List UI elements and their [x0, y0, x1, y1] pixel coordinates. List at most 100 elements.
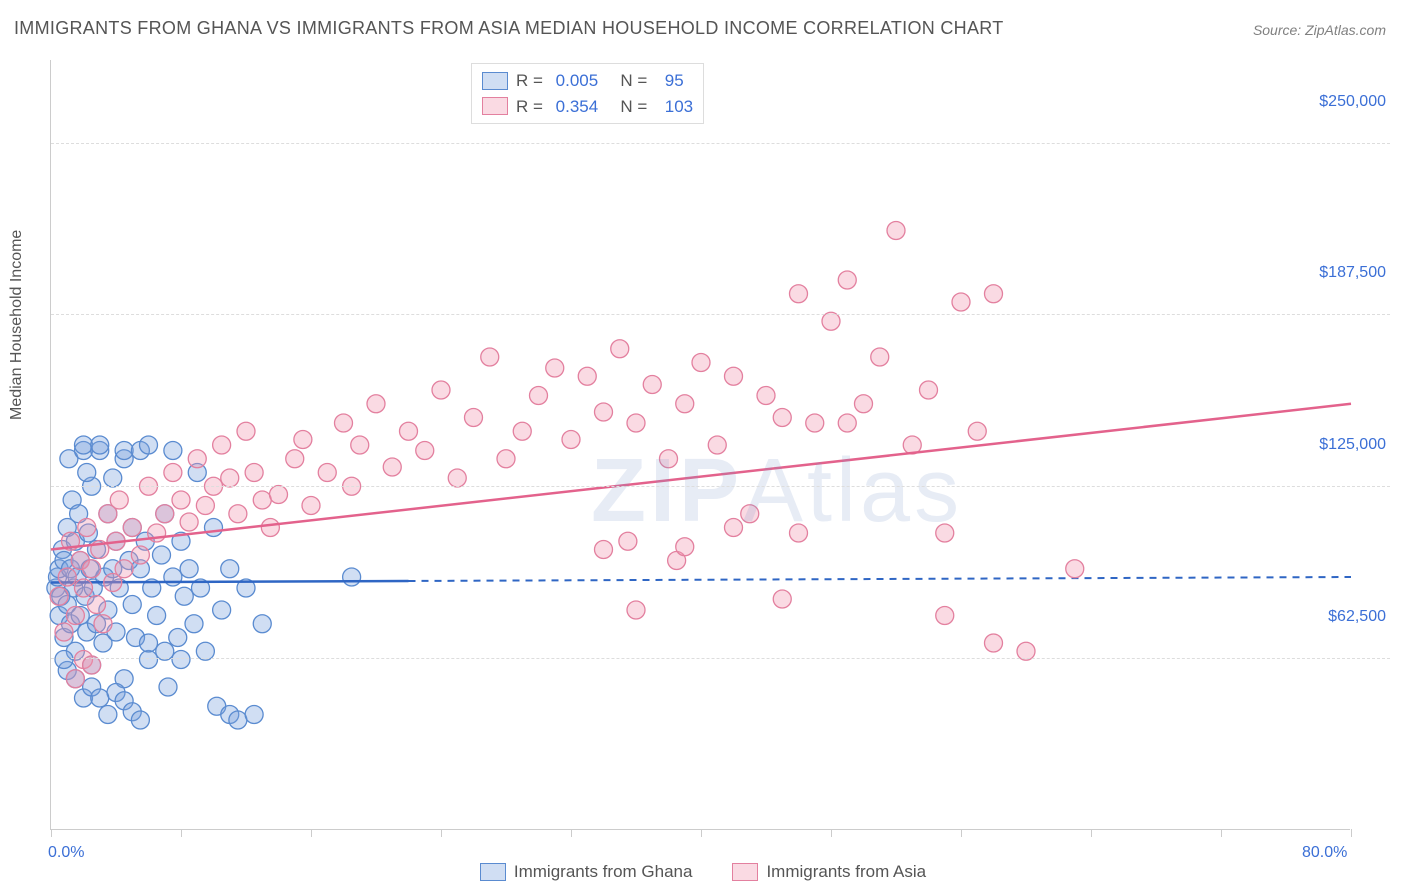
- scatter-point: [790, 524, 808, 542]
- y-tick-label: $250,000: [1319, 93, 1386, 111]
- legend-row: R = 0.005 N = 95: [482, 68, 693, 94]
- scatter-point: [131, 546, 149, 564]
- scatter-point: [221, 560, 239, 578]
- scatter-point: [94, 615, 112, 633]
- scatter-point: [50, 587, 68, 605]
- legend-item: Immigrants from Ghana: [480, 862, 693, 882]
- scatter-point: [140, 651, 158, 669]
- x-tick: [311, 829, 312, 837]
- scatter-point: [153, 546, 171, 564]
- scatter-point: [75, 436, 93, 454]
- scatter-point: [221, 469, 239, 487]
- scatter-point: [148, 607, 166, 625]
- scatter-svg: [51, 60, 1350, 829]
- scatter-point: [335, 414, 353, 432]
- scatter-point: [725, 367, 743, 385]
- x-tick-label: 0.0%: [48, 844, 84, 862]
- scatter-point: [115, 560, 133, 578]
- scatter-point: [887, 222, 905, 240]
- scatter-point: [180, 513, 198, 531]
- scatter-point: [741, 505, 759, 523]
- scatter-point: [286, 450, 304, 468]
- scatter-point: [936, 524, 954, 542]
- gridline: [51, 658, 1390, 659]
- x-tick: [831, 829, 832, 837]
- scatter-point: [871, 348, 889, 366]
- scatter-point: [164, 464, 182, 482]
- scatter-point: [619, 532, 637, 550]
- scatter-point: [205, 519, 223, 537]
- trend-line-dashed: [409, 577, 1352, 581]
- scatter-point: [164, 442, 182, 460]
- scatter-point: [692, 354, 710, 372]
- scatter-point: [757, 387, 775, 405]
- legend-label: Immigrants from Ghana: [514, 862, 693, 882]
- legend-label: Immigrants from Asia: [766, 862, 926, 882]
- scatter-point: [968, 422, 986, 440]
- scatter-point: [643, 376, 661, 394]
- scatter-point: [131, 711, 149, 729]
- scatter-point: [660, 450, 678, 468]
- scatter-point: [465, 409, 483, 427]
- x-tick: [1091, 829, 1092, 837]
- scatter-point: [790, 285, 808, 303]
- scatter-point: [595, 403, 613, 421]
- x-tick-label: 80.0%: [1302, 844, 1347, 862]
- scatter-point: [448, 469, 466, 487]
- scatter-point: [188, 450, 206, 468]
- scatter-point: [432, 381, 450, 399]
- scatter-point: [164, 568, 182, 586]
- scatter-point: [838, 414, 856, 432]
- scatter-point: [91, 689, 109, 707]
- x-tick: [51, 829, 52, 837]
- scatter-point: [83, 560, 101, 578]
- scatter-point: [838, 271, 856, 289]
- legend-swatch: [482, 97, 508, 115]
- x-tick: [701, 829, 702, 837]
- scatter-point: [196, 497, 214, 515]
- scatter-point: [58, 568, 76, 586]
- y-tick-label: $62,500: [1328, 608, 1386, 626]
- series-legend: Immigrants from Ghana Immigrants from Asi…: [0, 862, 1406, 882]
- legend-swatch: [482, 72, 508, 90]
- scatter-point: [88, 596, 106, 614]
- scatter-point: [172, 651, 190, 669]
- scatter-point: [1066, 560, 1084, 578]
- y-tick-label: $125,000: [1319, 436, 1386, 454]
- scatter-point: [773, 590, 791, 608]
- scatter-point: [595, 541, 613, 559]
- correlation-stats-legend: R = 0.005 N = 95R = 0.354 N = 103: [471, 63, 704, 124]
- scatter-point: [294, 431, 312, 449]
- scatter-point: [611, 340, 629, 358]
- scatter-point: [66, 670, 84, 688]
- gridline: [51, 486, 1390, 487]
- scatter-point: [91, 436, 109, 454]
- scatter-point: [104, 469, 122, 487]
- scatter-point: [773, 409, 791, 427]
- scatter-point: [213, 436, 231, 454]
- scatter-point: [156, 505, 174, 523]
- scatter-point: [400, 422, 418, 440]
- legend-item: Immigrants from Asia: [732, 862, 926, 882]
- scatter-point: [318, 464, 336, 482]
- scatter-point: [351, 436, 369, 454]
- gridline: [51, 143, 1390, 144]
- scatter-point: [237, 422, 255, 440]
- source-attribution: Source: ZipAtlas.com: [1253, 22, 1386, 38]
- scatter-point: [546, 359, 564, 377]
- scatter-point: [55, 651, 73, 669]
- scatter-point: [110, 491, 128, 509]
- scatter-point: [481, 348, 499, 366]
- scatter-point: [270, 486, 288, 504]
- scatter-point: [172, 491, 190, 509]
- scatter-point: [708, 436, 726, 454]
- x-tick: [1221, 829, 1222, 837]
- scatter-point: [229, 505, 247, 523]
- x-tick: [961, 829, 962, 837]
- scatter-point: [99, 706, 117, 724]
- gridline: [51, 314, 1390, 315]
- scatter-point: [159, 678, 177, 696]
- scatter-point: [578, 367, 596, 385]
- scatter-point: [229, 711, 247, 729]
- legend-swatch: [732, 863, 758, 881]
